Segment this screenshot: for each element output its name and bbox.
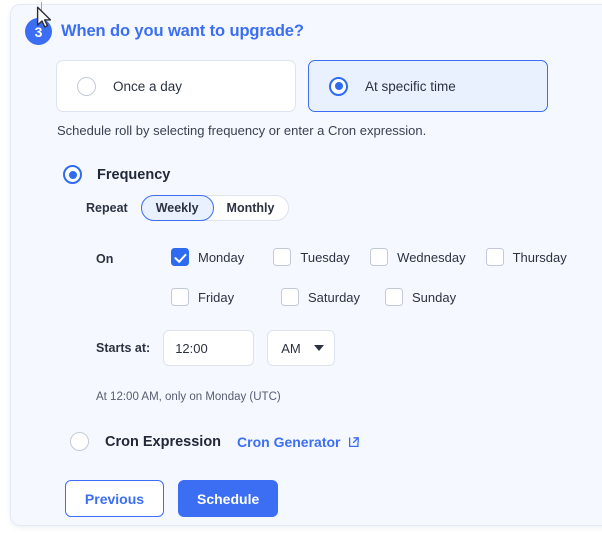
schedule-summary-text: At 12:00 AM, only on Monday (UTC): [96, 391, 281, 403]
radio-cron-expression[interactable]: [70, 432, 89, 451]
starts-at-label: Starts at:: [96, 341, 151, 355]
radio-frequency[interactable]: [63, 165, 82, 184]
schedule-step-panel: 3 When do you want to upgrade? Once a da…: [10, 4, 602, 526]
frequency-option[interactable]: Frequency: [63, 165, 170, 184]
weekday-monday[interactable]: Monday: [171, 248, 273, 266]
weekday-label-wednesday: Wednesday: [397, 249, 466, 265]
weekday-label-sunday: Sunday: [412, 289, 457, 305]
chevron-down-icon: [314, 345, 325, 351]
checkbox-saturday[interactable]: [281, 288, 299, 306]
weekday-sunday[interactable]: Sunday: [385, 288, 509, 306]
radio-once-a-day[interactable]: [77, 76, 96, 96]
checkbox-friday[interactable]: [171, 288, 189, 306]
step-header: 3 When do you want to upgrade?: [25, 18, 304, 45]
option-label-once-a-day: Once a day: [113, 78, 183, 94]
schedule-mode-options: Once a day At specific time: [56, 60, 548, 112]
weekday-wednesday[interactable]: Wednesday: [370, 248, 485, 266]
on-label: On: [96, 252, 114, 266]
weekday-row-1: Monday Tuesday Wednesday Thursday: [171, 248, 601, 288]
page-title: When do you want to upgrade?: [61, 22, 304, 40]
checkbox-monday[interactable]: [171, 248, 189, 266]
schedule-button[interactable]: Schedule: [178, 480, 279, 517]
weekday-label-tuesday: Tuesday: [300, 249, 350, 265]
option-label-at-specific-time: At specific time: [365, 78, 456, 94]
frequency-label: Frequency: [97, 166, 171, 183]
repeat-row: Repeat Weekly Monthly: [86, 195, 290, 221]
cron-generator-link[interactable]: Cron Generator: [237, 434, 360, 450]
previous-button[interactable]: Previous: [65, 480, 164, 517]
radio-at-specific-time[interactable]: [329, 76, 348, 96]
cron-expression-label: Cron Expression: [105, 433, 222, 450]
option-card-once-a-day[interactable]: Once a day: [56, 60, 296, 112]
weekday-saturday[interactable]: Saturday: [281, 288, 385, 306]
weekday-label-monday: Monday: [198, 249, 245, 265]
repeat-option-monthly[interactable]: Monthly: [226, 201, 275, 215]
weekday-tuesday[interactable]: Tuesday: [273, 248, 370, 266]
repeat-label: Repeat: [86, 201, 128, 215]
option-card-at-specific-time[interactable]: At specific time: [308, 60, 548, 112]
start-time-input[interactable]: [163, 330, 255, 366]
external-link-icon: [348, 436, 359, 447]
weekday-checkbox-grid: Monday Tuesday Wednesday Thursday: [171, 248, 601, 328]
weekday-friday[interactable]: Friday: [171, 288, 281, 306]
meridiem-select[interactable]: AM: [267, 330, 336, 366]
weekday-row-2: Friday Saturday Sunday: [171, 288, 601, 328]
repeat-toggle-group: Weekly Monthly: [140, 195, 290, 221]
cron-generator-link-label: Cron Generator: [237, 433, 341, 450]
checkbox-wednesday[interactable]: [370, 248, 389, 266]
weekday-label-friday: Friday: [198, 289, 235, 305]
weekday-label-thursday: Thursday: [512, 249, 567, 265]
schedule-helper-text: Schedule roll by selecting frequency or …: [57, 123, 427, 138]
weekday-thursday[interactable]: Thursday: [485, 248, 601, 266]
repeat-option-weekly[interactable]: Weekly: [140, 195, 214, 221]
cron-expression-row: Cron Expression Cron Generator: [70, 432, 361, 451]
checkbox-sunday[interactable]: [385, 288, 403, 306]
weekday-label-saturday: Saturday: [308, 289, 361, 305]
footer-buttons: Previous Schedule: [65, 480, 279, 517]
text-caret: [41, 2, 42, 11]
step-number-badge: 3: [25, 18, 52, 45]
meridiem-value: AM: [281, 340, 301, 356]
starts-at-row: Starts at: AM: [96, 330, 336, 366]
checkbox-thursday[interactable]: [485, 248, 504, 266]
checkbox-tuesday[interactable]: [273, 248, 292, 266]
